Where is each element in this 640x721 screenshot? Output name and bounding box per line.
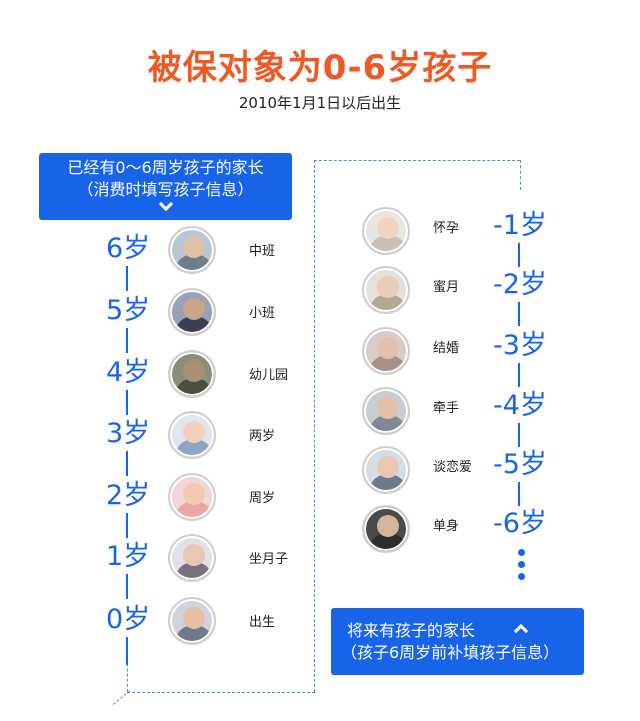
dashed-connector-top	[314, 160, 520, 161]
left-age-label: 1岁	[106, 541, 151, 572]
left-stage-label: 两岁	[249, 429, 276, 444]
left-stage-photo	[168, 226, 216, 274]
right-stage-photo	[362, 387, 410, 435]
banner-line2: （消费时填写孩子信息）	[77, 180, 254, 199]
more-dots	[518, 549, 526, 585]
right-stage-photo	[362, 207, 410, 255]
left-timeline-connector	[126, 451, 128, 476]
right-timeline-connector	[518, 363, 520, 387]
left-stage-label: 中班	[249, 244, 276, 259]
left-timeline-connector	[126, 513, 128, 538]
right-timeline-connector	[518, 482, 520, 506]
right-stage-photo	[362, 327, 410, 375]
left-stage-label: 周岁	[249, 491, 276, 506]
left-stage-photo	[168, 534, 216, 582]
right-stage-photo	[362, 505, 410, 553]
left-stage-photo	[168, 350, 216, 398]
banner-line1: 已经有0～6周岁孩子的家长	[67, 158, 264, 177]
left-stage-label: 出生	[249, 615, 276, 630]
left-timeline-connector	[126, 574, 128, 599]
left-stage-photo	[168, 411, 216, 459]
left-age-label: 5岁	[106, 295, 151, 326]
dashed-connector-top-left	[314, 160, 315, 692]
right-stage-photo	[362, 266, 410, 314]
right-stage-label: 牵手	[433, 401, 460, 416]
right-stage-label: 蜜月	[433, 280, 460, 295]
left-stage-photo	[168, 288, 216, 336]
dashed-connector-bottom-left	[127, 648, 128, 692]
left-timeline-connector	[126, 328, 128, 353]
right-age-label: -2岁	[493, 269, 547, 300]
page-subtitle: 2010年1月1日以后出生	[238, 94, 402, 112]
right-stage-label: 怀孕	[433, 221, 460, 236]
left-timeline-connector	[126, 637, 128, 665]
left-timeline-connector	[126, 390, 128, 415]
left-stage-label: 坐月子	[249, 552, 289, 567]
right-age-label: -4岁	[493, 390, 547, 421]
dashed-connector-diagonal	[112, 690, 131, 706]
left-age-label: 0岁	[106, 604, 151, 635]
left-age-label: 3岁	[106, 418, 151, 449]
left-age-label: 2岁	[106, 480, 151, 511]
left-stage-photo	[168, 473, 216, 521]
right-timeline-connector	[518, 423, 520, 447]
dashed-connector-top-right	[520, 160, 521, 190]
chevron-up-icon	[513, 623, 529, 639]
right-stage-label: 单身	[433, 519, 460, 534]
right-stage-label: 结婚	[433, 341, 460, 356]
left-stage-photo	[168, 597, 216, 645]
banner-line1: 将来有孩子的家长	[347, 621, 476, 640]
left-age-label: 4岁	[106, 357, 151, 388]
right-timeline-connector	[518, 302, 520, 326]
left-age-label: 6岁	[106, 233, 151, 264]
existing-parents-banner[interactable]: 已经有0～6周岁孩子的家长 （消费时填写孩子信息）	[39, 153, 292, 220]
right-age-label: -3岁	[493, 330, 547, 361]
right-age-label: -5岁	[493, 449, 547, 480]
left-stage-label: 小班	[249, 306, 276, 321]
future-parents-banner[interactable]: 将来有孩子的家长 （孩子6周岁前补填孩子信息）	[331, 608, 584, 675]
banner-line2: （孩子6周岁前补填孩子信息）	[341, 643, 560, 662]
right-stage-photo	[362, 446, 410, 494]
right-timeline-connector	[518, 243, 520, 267]
dashed-connector-bottom	[127, 692, 315, 693]
left-stage-label: 幼儿园	[249, 368, 289, 383]
right-age-label: -6岁	[493, 508, 547, 539]
page-title: 被保对象为0-6岁孩子	[147, 48, 493, 88]
right-age-label: -1岁	[493, 210, 547, 241]
left-timeline-connector	[126, 266, 128, 291]
right-stage-label: 谈恋爱	[433, 460, 473, 475]
